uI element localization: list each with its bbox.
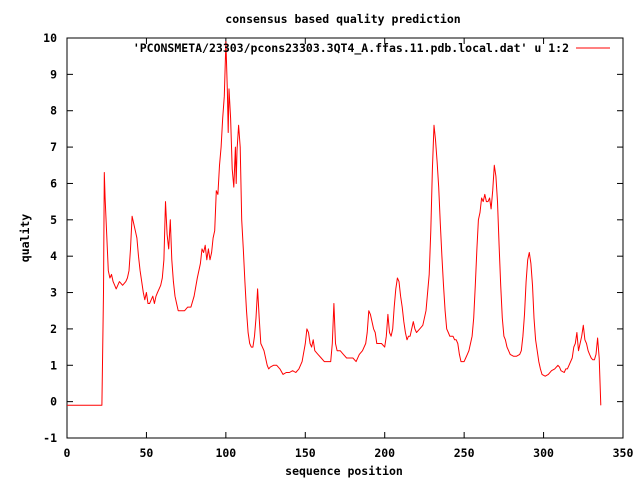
y-tick-label: -1 bbox=[43, 431, 57, 445]
x-tick-label: 0 bbox=[64, 446, 71, 460]
y-tick-label: 5 bbox=[50, 213, 57, 227]
x-tick-label: 350 bbox=[613, 446, 634, 460]
x-tick-label: 150 bbox=[295, 446, 316, 460]
x-tick-label: 300 bbox=[533, 446, 554, 460]
legend-label: 'PCONSMETA/23303/pcons23303.3QT4_A.ffas.… bbox=[133, 41, 569, 56]
x-axis: 0 50 100 150 200 250 300 350 bbox=[64, 38, 634, 460]
plot-frame bbox=[66, 37, 624, 439]
y-tick-label: 2 bbox=[50, 322, 57, 336]
series-layer bbox=[67, 41, 602, 406]
y-axis: -1 0 1 2 3 4 5 6 7 8 9 10 bbox=[43, 31, 623, 445]
y-tick-label: 1 bbox=[50, 358, 57, 372]
y-tick-label: 3 bbox=[50, 286, 57, 300]
x-axis-title: sequence position bbox=[285, 464, 403, 478]
x-tick-label: 50 bbox=[139, 446, 153, 460]
y-tick-label: 8 bbox=[50, 104, 57, 118]
y-tick-label: 4 bbox=[50, 249, 57, 263]
y-tick-label: 7 bbox=[50, 140, 57, 154]
x-tick-label: 100 bbox=[215, 446, 236, 460]
chart-title: consensus based quality prediction bbox=[225, 12, 460, 26]
x-tick-label: 200 bbox=[374, 446, 395, 460]
y-tick-label: 9 bbox=[50, 67, 57, 81]
legend: 'PCONSMETA/23303/pcons23303.3QT4_A.ffas.… bbox=[133, 41, 610, 56]
y-axis-title: quality bbox=[18, 214, 32, 263]
y-tick-label: 6 bbox=[50, 176, 57, 190]
series-line bbox=[67, 41, 602, 406]
y-tick-label: 10 bbox=[43, 31, 57, 45]
y-tick-label: 0 bbox=[50, 395, 57, 409]
x-tick-label: 250 bbox=[454, 446, 475, 460]
